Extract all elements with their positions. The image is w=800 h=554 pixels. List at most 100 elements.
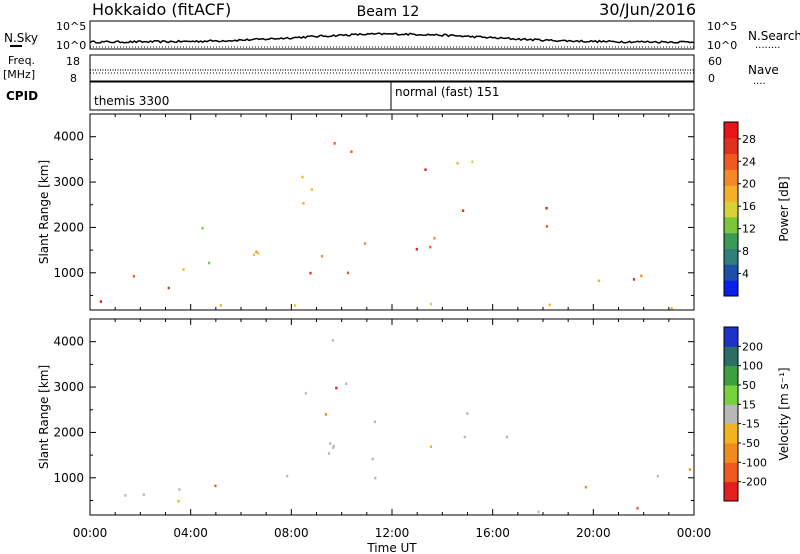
noise-tick-low-right: 10^0 (707, 39, 737, 52)
colorbar-segment (724, 153, 738, 170)
plot-area (90, 114, 694, 310)
noise-tick-high-right: 10^5 (707, 20, 737, 33)
echo-cell (332, 444, 335, 448)
x-tick-label: 00:00 (677, 526, 712, 540)
echo-cell (99, 300, 102, 303)
echo-cell (462, 209, 465, 212)
echo-cell (178, 488, 181, 491)
colorbar-tick-label: -100 (742, 456, 767, 469)
echo-cell (255, 250, 258, 254)
nave-tick-high: 60 (708, 55, 722, 68)
echo-cell (332, 446, 335, 449)
plot-area (90, 319, 694, 515)
colorbar-segment (724, 216, 738, 234)
cpid-program-1: themis 3300 (94, 94, 169, 108)
colorbar-tick-label: 200 (742, 340, 763, 353)
x-tick-label: 00:00 (73, 526, 108, 540)
echo-cell (597, 279, 600, 283)
echo-cell (327, 452, 331, 455)
echo-cell (177, 499, 180, 503)
echo-cell (208, 261, 211, 265)
noise-panel: N.Sky 10^5 10^0 10^5 10^0 N.Search .....… (4, 20, 800, 52)
colorbar-tick-label: 4 (742, 268, 749, 281)
echo-cell (429, 302, 433, 306)
colorbar-tick-label: 16 (742, 200, 756, 213)
x-tick-label: 12:00 (375, 526, 410, 540)
colorbar-tick-label: 12 (742, 223, 756, 236)
echo-cells (124, 339, 691, 514)
freq-left-label-2: [MHz] (3, 68, 35, 81)
colorbar-frame (723, 121, 739, 297)
velocity-panel: 1000 2000 3000 4000 Slant Range [km] 200 100 50… (37, 318, 791, 540)
echo-cell (132, 275, 135, 278)
colorbar-tick-label: 50 (742, 379, 756, 392)
echo-cell (309, 271, 312, 275)
freq-tick-low: 8 (70, 72, 77, 85)
x-tick-label: 08:00 (274, 526, 309, 540)
beam-title: Beam 12 (357, 4, 420, 20)
echo-cell (471, 160, 474, 164)
echo-cell (214, 484, 217, 488)
echo-cell (371, 457, 374, 461)
echo-cell (219, 304, 222, 307)
date-title: 30/Jun/2016 (599, 0, 696, 19)
colorbar-segment (724, 232, 738, 249)
colorbar-segment (724, 264, 738, 281)
echo-cell (548, 303, 551, 307)
echo-cell (505, 435, 508, 439)
echo-cell (167, 286, 170, 290)
echo-cell (537, 510, 540, 514)
colorbar-segment (724, 423, 738, 444)
noise-sky-line (89, 32, 695, 44)
colorbar-segment (724, 404, 738, 425)
colorbar-tick-label: 100 (742, 360, 763, 373)
echo-cell (688, 468, 691, 471)
echo-cell (456, 161, 459, 165)
colorbar-tick-label: 24 (742, 155, 756, 168)
echo-cell (350, 150, 353, 153)
echo-cell (636, 507, 639, 510)
echo-cell (333, 142, 336, 145)
echo-cell (335, 386, 338, 390)
echo-cell (373, 420, 376, 424)
x-tick-label: 04:00 (173, 526, 208, 540)
echo-cell (429, 245, 432, 249)
colorbar-tick-label: 20 (742, 178, 756, 191)
echo-cell (584, 485, 587, 489)
y-axis-label: Slant Range [km] (37, 365, 51, 469)
colorbar-tick-label: -15 (742, 418, 760, 431)
echo-cell (346, 271, 350, 275)
noise-right-marker: ........ (755, 40, 780, 51)
echo-cell (252, 253, 255, 256)
power-panel: 1000 2000 3000 4000 Slant Range [km] 4 8 12 16 20… (37, 113, 791, 311)
colorbar-segment (724, 137, 738, 155)
echo-cells (99, 142, 673, 310)
echo-cell (363, 242, 367, 245)
echo-cell (466, 412, 469, 415)
colorbar-segment (724, 169, 738, 186)
colorbar-label: Power [dB] (777, 176, 791, 241)
y-tick-label: 3000 (53, 380, 84, 394)
echo-cell (331, 339, 335, 342)
echo-cell (545, 225, 548, 228)
colorbar-segment (724, 385, 738, 405)
colorbar-segment (724, 280, 738, 297)
echo-cell (321, 254, 324, 258)
colorbar-segment (724, 462, 738, 483)
echo-cell (374, 476, 377, 480)
echo-cell (329, 442, 332, 445)
cpid-left-label: CPID (6, 89, 38, 103)
colorbar-tick-label: -200 (742, 476, 767, 489)
noise-trace (89, 32, 695, 48)
nave-right-label: Nave (748, 63, 779, 77)
echo-cell (286, 474, 289, 478)
echo-cell (304, 391, 307, 395)
noise-tick-high-left: 10^5 (56, 20, 86, 33)
nave-right-marker: .... (753, 76, 766, 87)
colorbar-segment (724, 248, 738, 265)
cpid-program-2: normal (fast) 151 (395, 85, 499, 99)
y-tick-label: 4000 (53, 130, 84, 144)
freq-panel: Freq. [MHz] 18 8 60 0 Nave .... (3, 54, 779, 87)
colorbar-segment (724, 443, 738, 463)
